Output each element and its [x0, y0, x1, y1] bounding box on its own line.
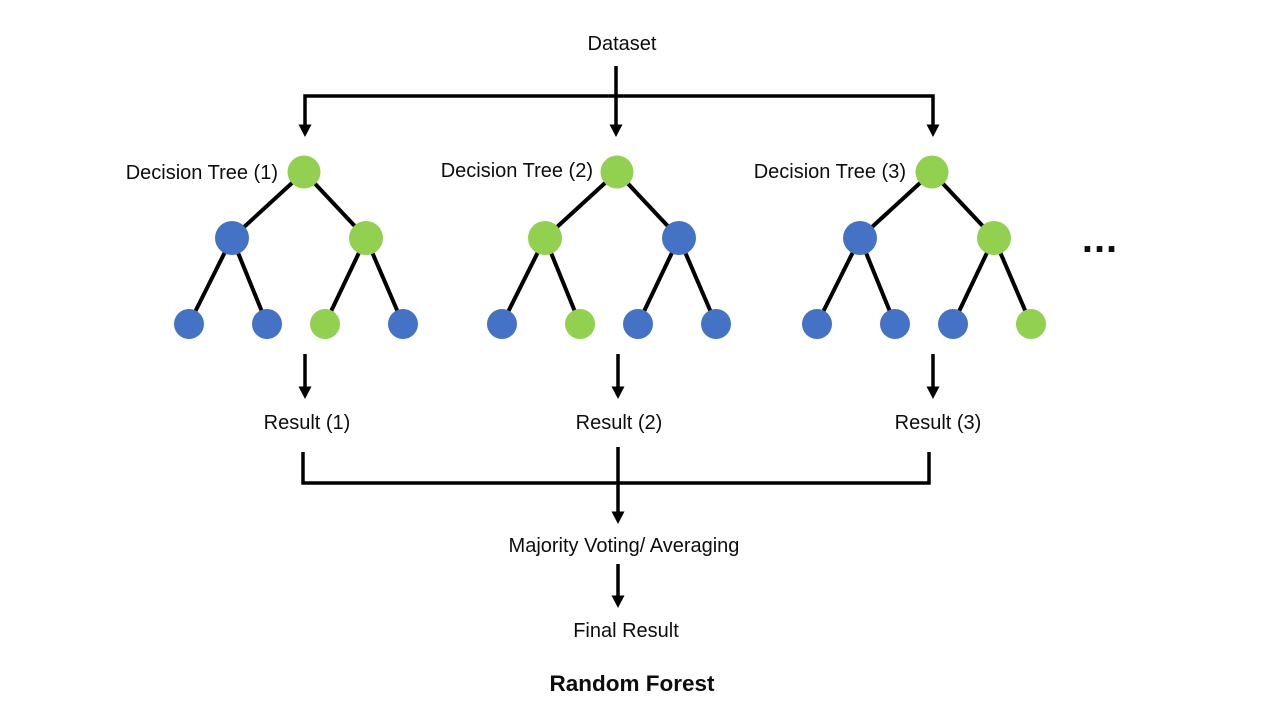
decision-tree-3: [802, 155, 1046, 339]
dataset-arrowhead-icon: [609, 124, 623, 137]
decision-tree-2-label: Decision Tree (2): [441, 160, 593, 182]
branch-line: [303, 94, 935, 125]
tree-node-green: [528, 221, 562, 255]
tree-node-blue: [880, 309, 910, 339]
result-arrowhead-2-icon: [611, 386, 625, 399]
tree-node-blue: [701, 309, 731, 339]
tree-node-green: [349, 221, 383, 255]
decision-tree-1-label: Decision Tree (1): [126, 162, 278, 184]
tree-node-blue: [215, 221, 249, 255]
result-arrowhead-3-icon: [926, 386, 940, 399]
diagram-title: Random Forest: [549, 671, 715, 696]
tree-node-blue: [487, 309, 517, 339]
tree-node-blue: [174, 309, 204, 339]
decision-tree-3-label: Decision Tree (3): [754, 161, 906, 183]
tree-node-green: [977, 221, 1011, 255]
merge-arrowhead-icon: [611, 511, 625, 524]
tree-node-blue: [843, 221, 877, 255]
final-result-label: Final Result: [573, 620, 679, 642]
decision-tree-1: [174, 155, 418, 339]
tree-node-blue: [623, 309, 653, 339]
tree-node-green: [915, 155, 949, 189]
majority-voting-label: Majority Voting/ Averaging: [509, 535, 740, 557]
tree-node-green: [565, 309, 595, 339]
result-3-label: Result (3): [895, 412, 982, 434]
dataset-label: Dataset: [588, 33, 657, 55]
merge-flow: [301, 447, 931, 608]
tree-node-blue: [662, 221, 696, 255]
tree-node-green: [600, 155, 634, 189]
branch-right-arrowhead-icon: [926, 124, 940, 137]
result-flows: [298, 354, 940, 399]
tree-node-blue: [252, 309, 282, 339]
tree-node-blue: [938, 309, 968, 339]
tree-node-green: [310, 309, 340, 339]
merge-bracket: [301, 452, 931, 485]
final-arrowhead-icon: [611, 595, 625, 608]
tree-node-blue: [802, 309, 832, 339]
decision-trees-group: [174, 155, 1046, 339]
branch-left-arrowhead-icon: [298, 124, 312, 137]
more-trees-ellipsis: ...: [1082, 217, 1118, 261]
tree-node-green: [287, 155, 321, 189]
result-1-label: Result (1): [264, 412, 351, 434]
tree-node-blue: [388, 309, 418, 339]
result-arrowhead-1-icon: [298, 386, 312, 399]
decision-tree-2: [487, 155, 731, 339]
dataset-flow: [298, 66, 940, 137]
tree-node-green: [1016, 309, 1046, 339]
result-2-label: Result (2): [576, 412, 663, 434]
